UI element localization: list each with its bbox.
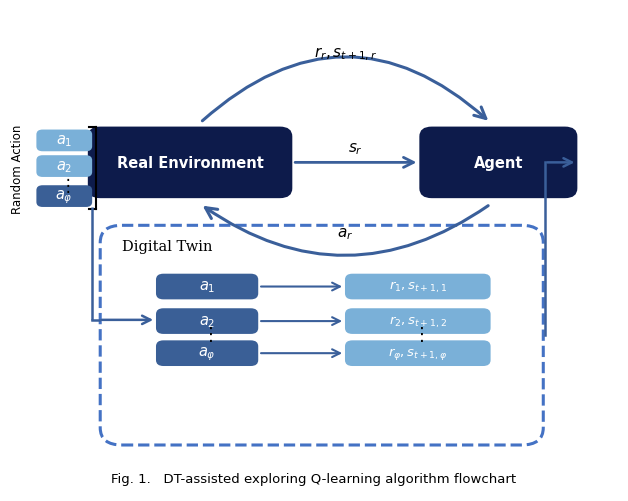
FancyBboxPatch shape	[156, 309, 258, 334]
FancyBboxPatch shape	[156, 341, 258, 366]
Text: Digital Twin: Digital Twin	[122, 239, 212, 254]
Text: $\vdots$: $\vdots$	[412, 325, 424, 344]
FancyBboxPatch shape	[36, 130, 92, 152]
Text: Random Action: Random Action	[11, 124, 24, 213]
Text: $a_r$: $a_r$	[337, 225, 354, 241]
Text: Agent: Agent	[474, 156, 523, 170]
FancyBboxPatch shape	[36, 186, 92, 207]
Text: $r_r, s_{t+1,r}$: $r_r, s_{t+1,r}$	[314, 46, 377, 63]
Text: $a_\varphi$: $a_\varphi$	[55, 188, 73, 205]
Text: $a_1$: $a_1$	[199, 279, 215, 295]
Text: $r_1, s_{t+1,1}$: $r_1, s_{t+1,1}$	[389, 279, 447, 295]
FancyBboxPatch shape	[156, 274, 258, 300]
Text: $a_\varphi$: $a_\varphi$	[198, 345, 216, 362]
FancyBboxPatch shape	[420, 127, 577, 199]
Text: Real Environment: Real Environment	[117, 156, 264, 170]
FancyBboxPatch shape	[345, 341, 490, 366]
Text: $a_2$: $a_2$	[199, 314, 215, 329]
Text: $a_2$: $a_2$	[56, 159, 72, 174]
Text: $a_1$: $a_1$	[56, 133, 72, 149]
FancyBboxPatch shape	[88, 127, 292, 199]
Text: Fig. 1.   DT-assisted exploring Q-learning algorithm flowchart: Fig. 1. DT-assisted exploring Q-learning…	[111, 471, 517, 484]
Text: $\vdots$: $\vdots$	[201, 325, 213, 344]
Text: $\vdots$: $\vdots$	[58, 175, 70, 194]
Text: $r_2, s_{t+1,2}$: $r_2, s_{t+1,2}$	[389, 314, 447, 329]
Text: $s_r$: $s_r$	[349, 141, 363, 157]
FancyBboxPatch shape	[345, 309, 490, 334]
FancyBboxPatch shape	[36, 156, 92, 177]
Text: $r_\varphi, s_{t+1,\varphi}$: $r_\varphi, s_{t+1,\varphi}$	[388, 346, 447, 361]
FancyBboxPatch shape	[345, 274, 490, 300]
